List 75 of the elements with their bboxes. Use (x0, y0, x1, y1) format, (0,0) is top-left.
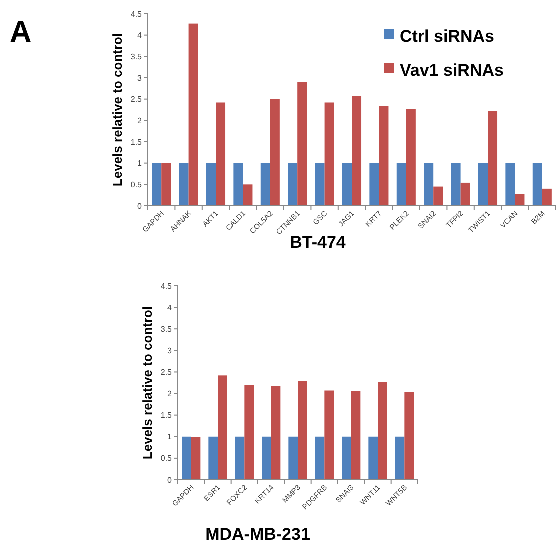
y-tick-label: 0 (168, 476, 173, 485)
y-tick-label: 2.5 (160, 368, 173, 378)
y-axis-title: Levels relative to control (110, 33, 125, 187)
bar (206, 163, 216, 206)
bar (218, 376, 228, 480)
bar (542, 188, 552, 206)
bar (352, 96, 362, 206)
y-tick-label: 3 (168, 346, 173, 356)
bar (378, 382, 388, 480)
y-tick-label: 1 (168, 432, 173, 442)
bar (404, 392, 414, 480)
text: BT-474 (290, 233, 346, 252)
bar (434, 186, 444, 206)
bar (451, 163, 461, 206)
y-axis-title: Levels relative to control (140, 306, 155, 460)
bar (351, 391, 361, 480)
text: MDA-MB-231 (206, 525, 310, 544)
bar (235, 436, 245, 480)
bar (260, 163, 270, 206)
y-tick-label: 3.5 (130, 52, 143, 62)
bar (478, 163, 488, 206)
bar (370, 163, 380, 206)
bar (515, 194, 525, 206)
y-tick-label: 0.5 (160, 454, 173, 464)
y-tick-label: 1 (138, 159, 143, 168)
bar (460, 182, 470, 206)
bar (271, 386, 281, 480)
y-tick-label: 0.5 (130, 180, 143, 190)
bar (270, 99, 280, 206)
bar (152, 163, 162, 206)
bar (424, 163, 434, 206)
y-tick-label: 1.5 (160, 411, 173, 420)
y-tick-label: 3.5 (160, 324, 173, 334)
bar (315, 163, 325, 206)
bar (216, 102, 226, 206)
bar (315, 436, 325, 480)
y-tick-label: 2 (138, 116, 143, 126)
y-tick-label: 4 (168, 303, 173, 312)
bar (324, 102, 334, 206)
bar (182, 436, 192, 480)
bar (234, 163, 244, 206)
bar (532, 163, 542, 206)
bar (342, 436, 352, 480)
y-tick-label: 2 (168, 390, 173, 399)
bar (342, 163, 352, 206)
y-tick-label: 2.5 (130, 95, 143, 104)
bar (208, 436, 218, 480)
bar (188, 24, 198, 206)
text: A (10, 16, 32, 49)
bar (288, 436, 298, 480)
bar (244, 385, 254, 480)
bar (395, 436, 405, 480)
bar (262, 436, 272, 480)
y-tick-label: 4.5 (130, 10, 143, 19)
bar (162, 163, 172, 206)
legend-label: Vav1 siRNAs (400, 60, 504, 80)
bar (488, 111, 498, 206)
bar (243, 184, 253, 206)
bar (179, 163, 189, 206)
y-tick-label: 3 (138, 74, 143, 83)
legend-label: Ctrl siRNAs (400, 26, 494, 46)
bar (396, 163, 406, 206)
bar (298, 381, 308, 480)
bar (406, 109, 416, 206)
bar (298, 82, 308, 206)
bar (191, 437, 201, 480)
bar (368, 436, 378, 480)
bar (379, 106, 389, 206)
y-tick-label: 0 (138, 202, 143, 211)
y-tick-label: 1.5 (130, 138, 143, 147)
y-tick-label: 4.5 (160, 282, 173, 291)
bar (324, 390, 334, 480)
y-tick-label: 4 (138, 31, 143, 40)
bar (288, 163, 298, 206)
bar (506, 163, 516, 206)
